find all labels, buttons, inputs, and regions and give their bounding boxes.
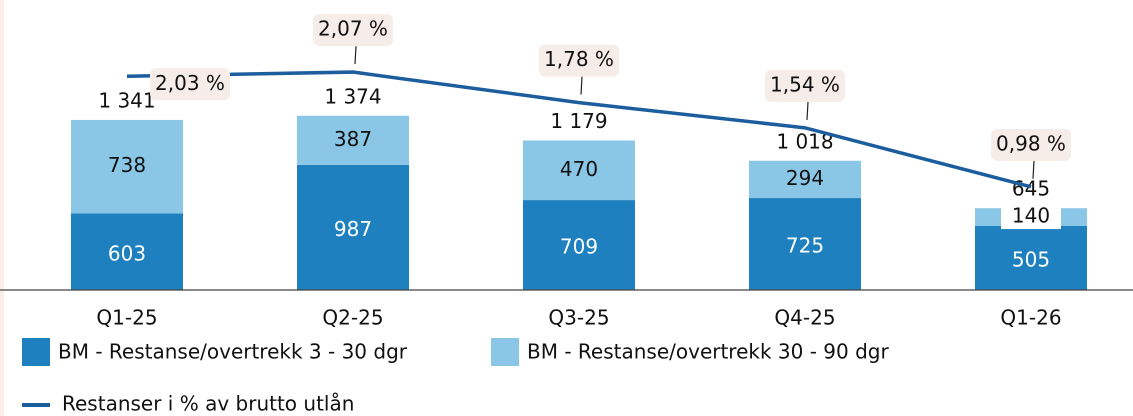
legend-label: BM - Restanse/overtrekk 30 - 90 dgr: [527, 340, 889, 364]
value-label-box: [991, 128, 1071, 161]
line-value-label: 1,78 %: [544, 47, 614, 71]
x-tick-label: Q1-26: [1000, 306, 1061, 330]
leader-line: [354, 46, 357, 65]
leader-line: [806, 101, 809, 120]
segment-label: 140: [1012, 204, 1050, 228]
bar-segment: [71, 119, 183, 214]
bar-segment: [749, 198, 861, 290]
legend-label: Restanser i % av brutto utlån: [62, 392, 354, 416]
x-tick-label: Q3-25: [548, 306, 609, 330]
line-value-label: 0,98 %: [996, 131, 1066, 155]
bar-segment: [523, 140, 635, 201]
bar-segment: [297, 164, 409, 290]
leader-line: [1032, 160, 1035, 179]
total-label: 1 374: [324, 84, 381, 108]
segment-label: 294: [786, 166, 824, 190]
segment-label: 470: [560, 157, 598, 181]
segment-label: 987: [334, 217, 372, 241]
value-label-box: [765, 69, 845, 102]
legend-label: BM - Restanse/overtrekk 3 - 30 dgr: [58, 340, 408, 364]
segment-label: 505: [1012, 247, 1050, 271]
line-series: [126, 70, 1032, 189]
segment-label: 709: [560, 235, 598, 259]
segment-label: 387: [334, 127, 372, 151]
segment-label: 725: [786, 234, 824, 258]
legend-swatch: [491, 338, 519, 366]
segment-label: 603: [108, 241, 146, 265]
segment-label: 738: [108, 153, 146, 177]
line-value-label: 1,54 %: [770, 72, 840, 96]
line-value-label: 2,07 %: [318, 17, 388, 41]
x-tick-label: Q2-25: [322, 306, 383, 330]
bar-segment: [749, 160, 861, 199]
total-label: 645: [1012, 177, 1050, 201]
line-value-label: 2,03 %: [155, 71, 225, 95]
value-label-box: [150, 68, 230, 101]
bar-segment: [71, 213, 183, 290]
bar-segment: [523, 200, 635, 290]
legend-swatch: [22, 338, 50, 366]
x-tick-label: Q4-25: [774, 306, 835, 330]
edge-strip: [0, 0, 4, 416]
bar-segment: [297, 115, 409, 165]
total-label: 1 179: [550, 109, 607, 133]
value-label-box: [313, 14, 393, 47]
x-tick-label: Q1-25: [96, 306, 157, 330]
value-label-box: [539, 44, 619, 77]
leader-line: [580, 76, 583, 95]
bar-segment: [975, 225, 1087, 290]
total-label: 1 341: [98, 88, 155, 112]
label-backdrop: [1001, 205, 1061, 230]
